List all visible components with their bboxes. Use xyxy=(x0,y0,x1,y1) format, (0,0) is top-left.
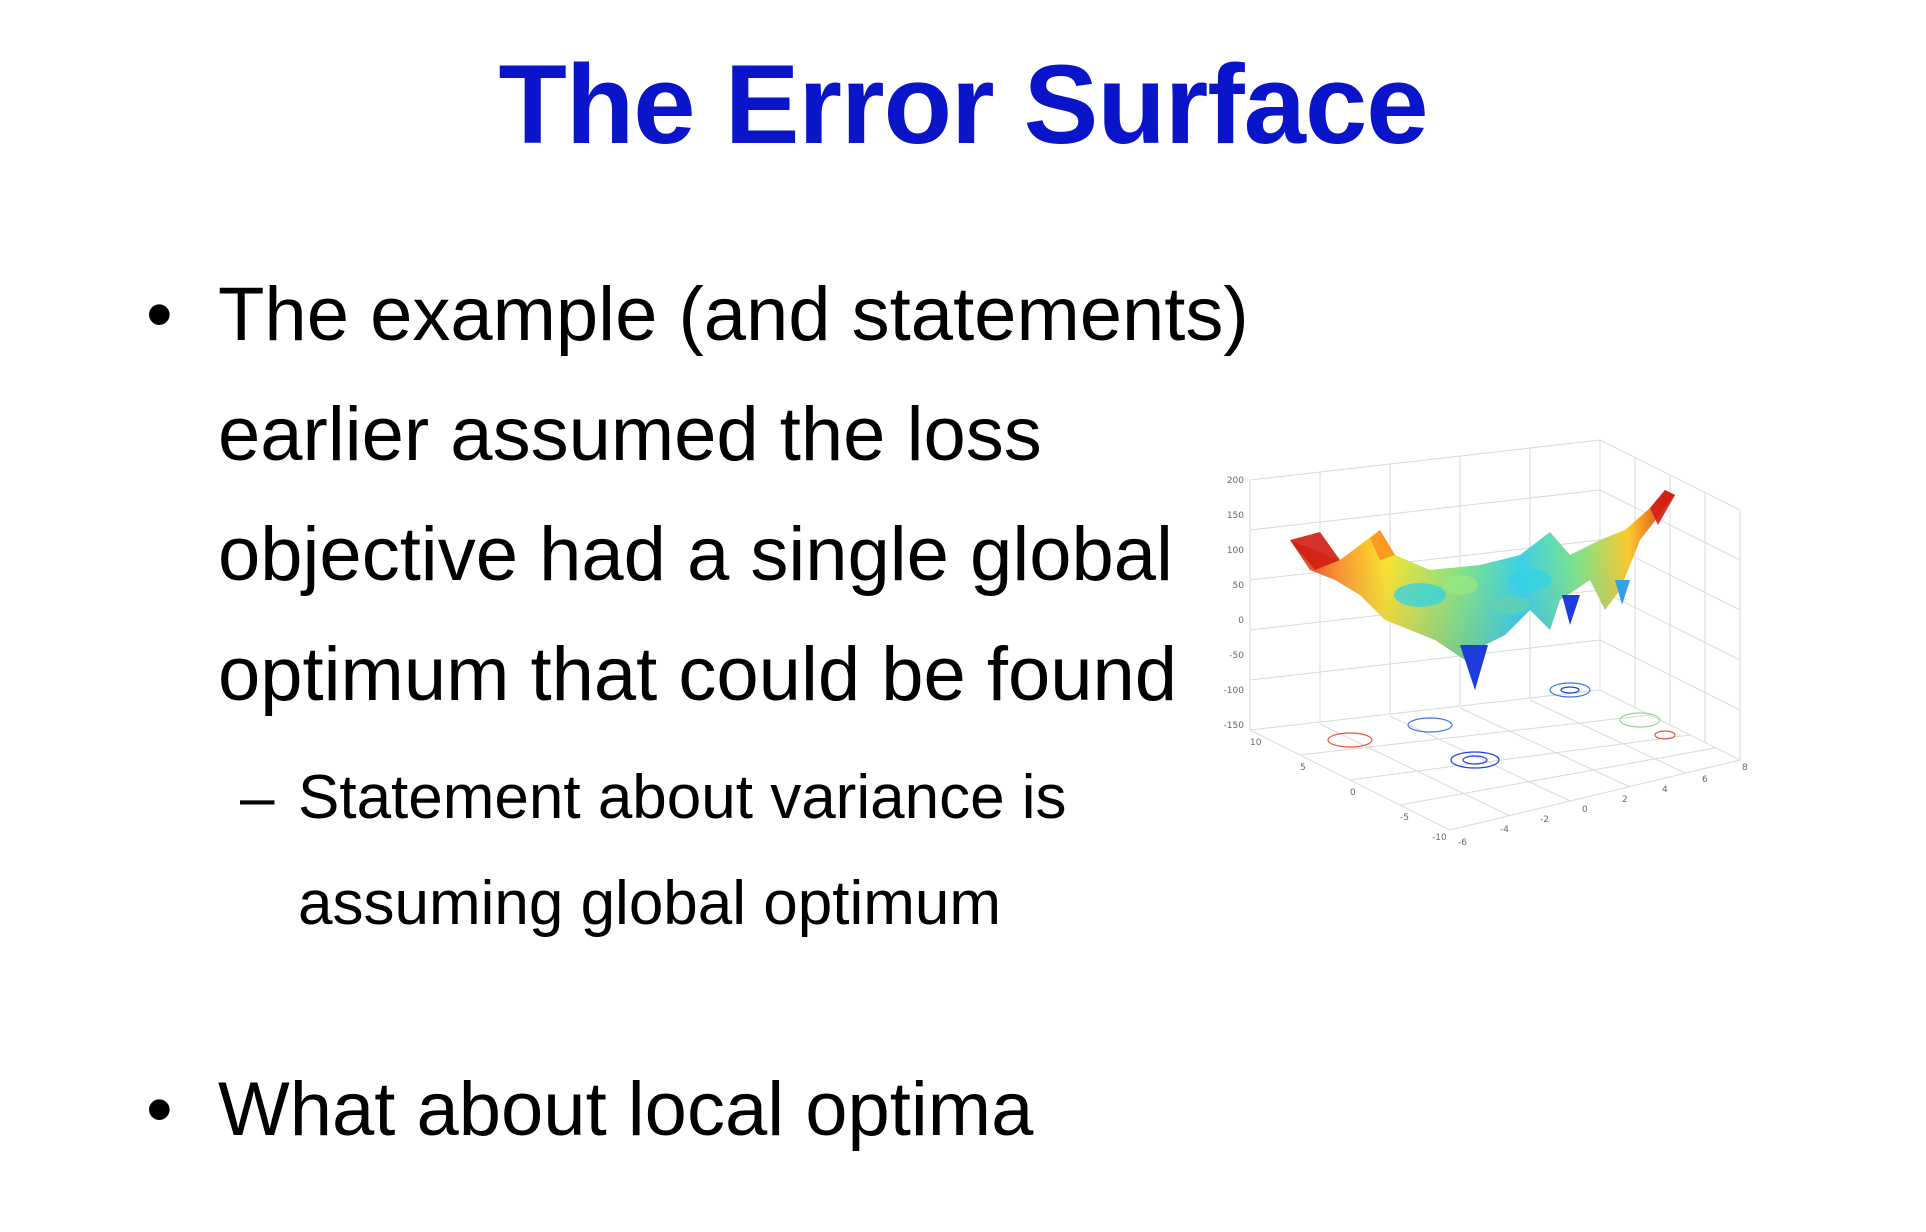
bullet-line: What about local optima xyxy=(218,1067,1034,1152)
surface-plot: 200 150 100 50 0 -50 -100 -150 10 5 0 -5… xyxy=(1224,439,1748,848)
sub-bullet-marker: – xyxy=(240,763,275,832)
x-tick-label: 10 xyxy=(1250,738,1262,748)
z-tick-label: 100 xyxy=(1227,546,1244,556)
error-surface xyxy=(1290,490,1675,690)
z-axis: 200 150 100 50 0 -50 -100 -150 xyxy=(1224,476,1245,731)
z-tick-label: 150 xyxy=(1227,511,1244,521)
y-tick-label: 6 xyxy=(1702,775,1708,785)
bullet-item: • The example (and statements) earlier a… xyxy=(140,255,1249,735)
slide-title: The Error Surface xyxy=(498,42,1428,167)
x-axis: 10 5 0 -5 -10 xyxy=(1250,738,1447,843)
z-tick-label: -150 xyxy=(1224,721,1245,731)
y-tick-label: 8 xyxy=(1742,763,1748,773)
x-tick-label: 0 xyxy=(1350,788,1356,798)
x-tick-label: -5 xyxy=(1400,813,1409,823)
z-tick-label: 0 xyxy=(1238,616,1244,626)
sub-bullet-item: – Statement about variance is assuming g… xyxy=(240,745,1067,957)
error-surface-figure: 200 150 100 50 0 -50 -100 -150 10 5 0 -5… xyxy=(1220,420,1860,940)
z-tick-label: 50 xyxy=(1233,581,1245,591)
sub-bullet-line: Statement about variance is xyxy=(298,763,1067,832)
contour-lines xyxy=(1327,682,1676,769)
z-tick-label: 200 xyxy=(1227,476,1244,486)
y-tick-label: 4 xyxy=(1662,785,1668,795)
bullet-item: • What about local optima xyxy=(140,1050,1033,1170)
bullet-line: The example (and statements) xyxy=(218,272,1249,357)
bullet-line: objective had a single global xyxy=(218,512,1173,597)
y-tick-label: -4 xyxy=(1500,825,1509,835)
x-tick-label: 5 xyxy=(1300,763,1306,773)
y-tick-label: 2 xyxy=(1622,795,1628,805)
z-tick-label: -100 xyxy=(1224,686,1245,696)
x-tick-label: -10 xyxy=(1432,833,1447,843)
bullet-marker: • xyxy=(146,1067,173,1152)
bullet-line: optimum that could be found xyxy=(218,632,1178,717)
y-tick-label: -6 xyxy=(1458,838,1467,848)
y-tick-label: -2 xyxy=(1540,815,1549,825)
y-axis: -6 -4 -2 0 2 4 6 8 xyxy=(1458,763,1748,848)
y-tick-label: 0 xyxy=(1582,805,1588,815)
z-tick-label: -50 xyxy=(1229,651,1244,661)
bullet-list: • The example (and statements) earlier a… xyxy=(140,255,1249,735)
bullet-marker: • xyxy=(146,272,173,357)
bullet-line: earlier assumed the loss xyxy=(218,392,1042,477)
sub-bullet-line: assuming global optimum xyxy=(298,869,1002,938)
